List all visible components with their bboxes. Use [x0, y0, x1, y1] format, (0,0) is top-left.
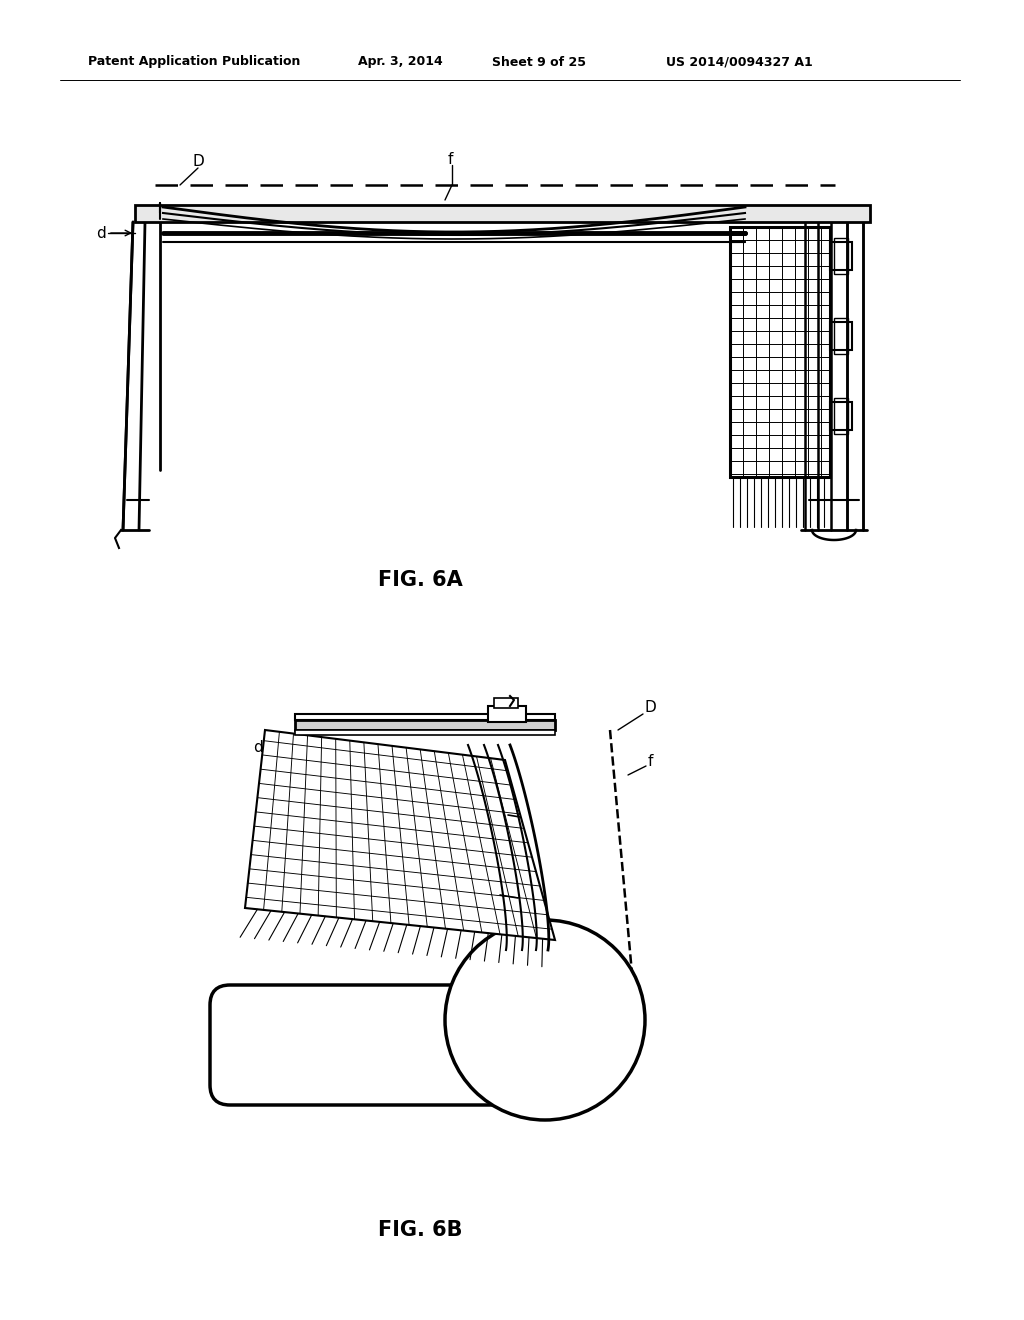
Text: f: f [449, 153, 454, 168]
Polygon shape [245, 730, 555, 940]
Bar [295, 719, 555, 730]
Text: D: D [193, 154, 204, 169]
Bar [494, 698, 518, 708]
Text: d: d [96, 226, 106, 240]
Bar [488, 706, 526, 722]
Bar [830, 242, 852, 271]
Text: f: f [648, 755, 653, 770]
Text: d: d [253, 741, 263, 755]
Text: Patent Application Publication: Patent Application Publication [88, 55, 300, 69]
Bar [135, 205, 870, 222]
Text: FIG. 6B: FIG. 6B [378, 1220, 462, 1239]
Bar [830, 403, 852, 430]
Text: Sheet 9 of 25: Sheet 9 of 25 [492, 55, 586, 69]
Bar [295, 714, 555, 719]
Text: Apr. 3, 2014: Apr. 3, 2014 [358, 55, 442, 69]
Bar [295, 730, 555, 735]
Text: US 2014/0094327 A1: US 2014/0094327 A1 [666, 55, 813, 69]
Bar [730, 227, 830, 477]
Text: D: D [645, 701, 656, 715]
Bar [834, 238, 848, 275]
Ellipse shape [445, 920, 645, 1119]
Bar [830, 322, 852, 350]
FancyBboxPatch shape [210, 985, 560, 1105]
Bar [834, 399, 848, 434]
Bar [834, 318, 848, 354]
Text: FIG. 6A: FIG. 6A [378, 570, 463, 590]
